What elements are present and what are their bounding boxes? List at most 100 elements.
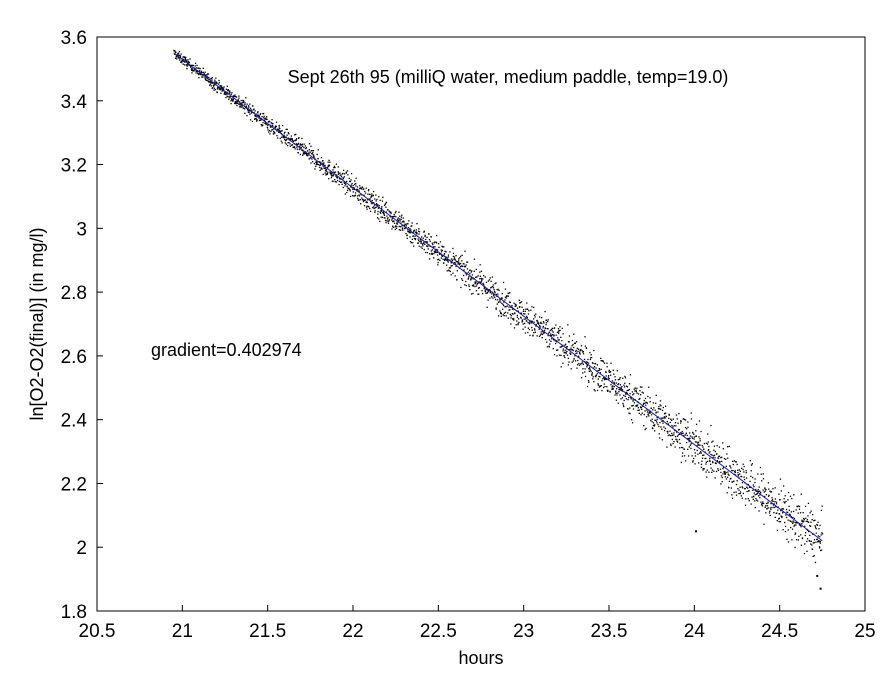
scatter-point	[775, 505, 777, 508]
scatter-point	[504, 311, 507, 314]
scatter-point-outlier	[816, 574, 819, 577]
scatter-point	[320, 167, 323, 169]
scatter-point	[672, 426, 674, 428]
scatter-point	[495, 293, 498, 296]
scatter-point	[267, 121, 269, 123]
scatter-point	[606, 386, 608, 388]
scatter-point	[418, 239, 420, 242]
scatter-point	[761, 480, 763, 482]
scatter-point	[333, 165, 336, 168]
scatter-point	[316, 162, 318, 165]
scatter-point	[386, 218, 389, 220]
scatter-point	[325, 170, 327, 173]
scatter-point	[615, 390, 617, 392]
scatter-point	[580, 377, 583, 379]
scatter-point	[227, 96, 229, 98]
scatter-point	[493, 294, 495, 296]
scatter-point	[786, 516, 788, 519]
scatter-point	[608, 375, 610, 377]
scatter-point	[460, 286, 462, 289]
scatter-point	[366, 205, 368, 207]
scatter-point	[345, 171, 347, 173]
scatter-point	[539, 334, 541, 336]
scatter-point	[553, 354, 556, 356]
scatter-point	[589, 369, 591, 371]
scatter-point	[705, 471, 707, 473]
scatter-point	[560, 366, 562, 368]
scatter-point	[465, 280, 467, 283]
scatter-point	[450, 265, 452, 267]
scatter-point	[426, 245, 428, 247]
scatter-point	[492, 284, 494, 286]
scatter-point	[454, 262, 457, 264]
scatter-point	[202, 71, 204, 74]
scatter-point	[533, 332, 535, 334]
scatter-point	[788, 505, 790, 507]
scatter-point	[759, 497, 761, 499]
scatter-point	[246, 103, 248, 105]
scatter-point	[201, 76, 203, 78]
scatter-point	[578, 364, 581, 366]
scatter-point	[401, 225, 403, 227]
scatter-point	[208, 81, 210, 83]
scatter-point	[676, 431, 678, 433]
scatter-point	[724, 476, 726, 478]
scatter-point	[404, 227, 406, 230]
scatter-point	[294, 148, 296, 150]
scatter-point	[402, 229, 404, 231]
scatter-point	[587, 380, 590, 382]
scatter-point	[754, 494, 756, 496]
y-tick-label: 2	[76, 538, 87, 559]
scatter-point	[433, 250, 435, 253]
scatter-point	[274, 125, 277, 127]
scatter-point	[481, 278, 483, 280]
scatter-point	[745, 498, 747, 500]
scatter-point	[424, 243, 426, 245]
scatter-point	[772, 500, 774, 503]
scatter-point	[576, 367, 578, 369]
scatter-point	[812, 514, 814, 516]
scatter-point	[205, 74, 207, 76]
scatter-point	[333, 174, 335, 176]
scatter-point	[199, 68, 201, 70]
scatter-point	[665, 415, 667, 418]
scatter-point	[605, 375, 607, 377]
scatter-point	[586, 364, 589, 367]
scatter-point	[228, 96, 231, 98]
scatter-point	[536, 335, 538, 337]
scatter-point	[313, 156, 315, 158]
scatter-point	[415, 231, 418, 233]
scatter-point	[737, 469, 739, 471]
scatter-point	[361, 197, 363, 199]
scatter-point	[355, 177, 357, 179]
scatter-point	[393, 216, 395, 218]
scatter-point	[508, 309, 510, 311]
scatter-point	[383, 217, 385, 219]
scatter-point	[321, 168, 323, 170]
scatter-point	[523, 318, 525, 320]
scatter-point	[316, 163, 319, 165]
scatter-point	[254, 115, 256, 117]
scatter-point	[435, 241, 437, 243]
scatter-point	[670, 443, 672, 445]
scatter-point	[350, 173, 353, 175]
scatter-point	[240, 99, 242, 102]
scatter-point	[291, 138, 293, 140]
scatter-point	[762, 501, 764, 503]
x-tick-label: 23.5	[591, 621, 628, 642]
scatter-point	[758, 491, 760, 493]
scatter-point	[452, 247, 454, 250]
scatter-point	[567, 364, 569, 366]
scatter-point	[332, 175, 334, 177]
scatter-point	[769, 510, 771, 512]
scatter-point	[600, 385, 603, 387]
scatter-point	[697, 453, 699, 455]
scatter-point	[431, 249, 433, 251]
scatter-point	[659, 404, 661, 406]
scatter-point	[609, 391, 611, 393]
scatter-point	[625, 391, 627, 393]
scatter-point	[458, 262, 460, 264]
scatter-point	[575, 341, 578, 343]
scatter-point	[177, 56, 179, 59]
scatter-point	[416, 223, 418, 225]
